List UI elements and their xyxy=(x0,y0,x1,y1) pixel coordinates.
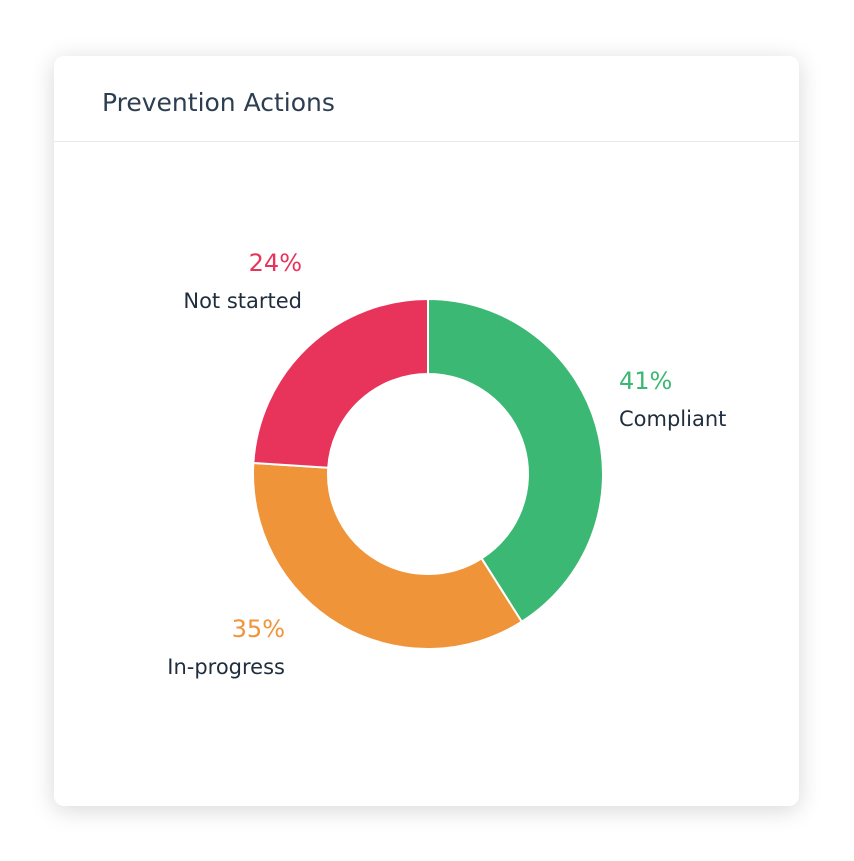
chart-title: Prevention Actions xyxy=(102,88,335,117)
value-label: 41% xyxy=(619,367,672,395)
card: Prevention Actions xyxy=(54,56,799,806)
category-label: In-progress xyxy=(167,655,285,679)
donut-segment xyxy=(427,297,604,624)
category-label: Compliant xyxy=(619,407,726,431)
value-label: 35% xyxy=(232,615,285,643)
donut-segment xyxy=(252,461,524,650)
category-label: Not started xyxy=(183,289,302,313)
card-header: Prevention Actions xyxy=(54,56,799,142)
value-label: 24% xyxy=(249,249,302,277)
donut-segment xyxy=(252,297,429,469)
